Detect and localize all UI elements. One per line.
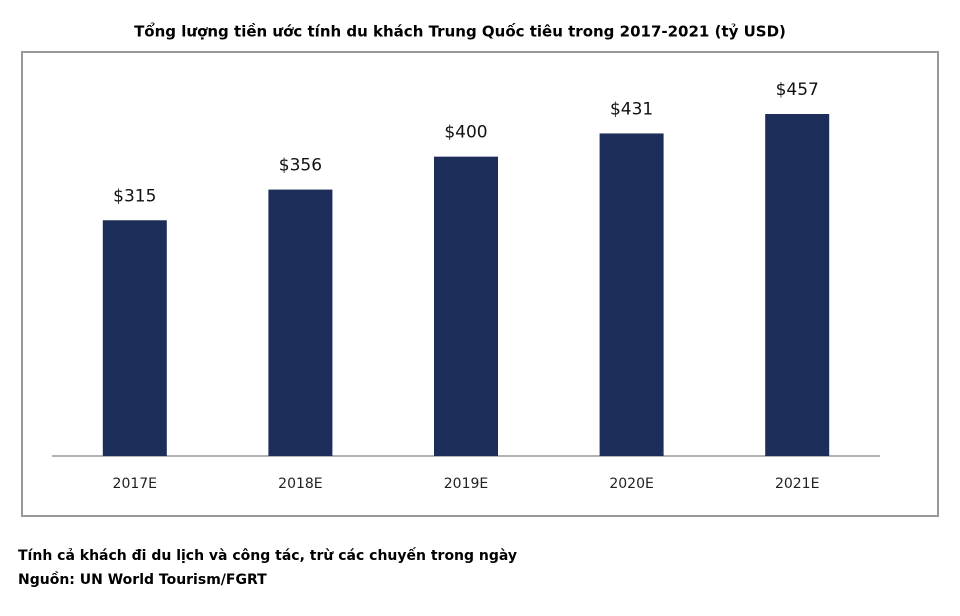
value-label: $315: [113, 186, 156, 206]
bar: [268, 189, 333, 457]
x-tick-label: 2017E: [113, 476, 157, 492]
bar: [102, 220, 167, 456]
bar: [765, 114, 830, 456]
bar: [599, 133, 664, 456]
value-label: $431: [610, 99, 653, 119]
x-tick-label: 2018E: [278, 476, 322, 492]
source: Nguồn: UN World Tourism/FGRT: [18, 571, 267, 588]
x-tick-label: 2021E: [775, 476, 819, 492]
x-tick-label: 2020E: [609, 476, 653, 492]
plot-frame: [21, 51, 939, 517]
value-label: $356: [279, 156, 322, 176]
bar: [434, 156, 498, 457]
value-label: $457: [776, 80, 819, 100]
footnote: Tính cả khách đi du lịch và công tác, tr…: [18, 547, 517, 564]
value-label: $400: [444, 123, 487, 143]
chart-title: Tổng lượng tiền ước tính du khách Trung …: [134, 22, 786, 41]
x-tick-label: 2019E: [444, 476, 488, 492]
